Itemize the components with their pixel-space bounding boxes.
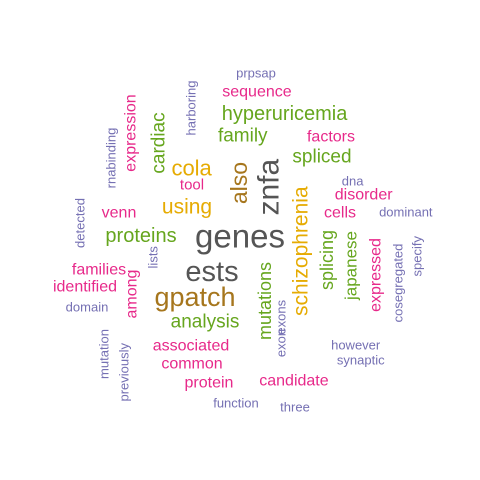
- word-znfa: znfa: [253, 158, 286, 215]
- word-exon: exon: [274, 329, 289, 357]
- word-previously: previously: [117, 342, 132, 401]
- word-families: families: [72, 262, 126, 279]
- word-associated: associated: [153, 338, 230, 355]
- word-tool: tool: [180, 177, 204, 194]
- word-using: using: [162, 196, 212, 219]
- word-family: family: [218, 126, 268, 147]
- word-cola: cola: [171, 156, 212, 181]
- word-identified: identified: [53, 279, 117, 296]
- word-harboring: harboring: [184, 81, 199, 136]
- word-expressed: expressed: [368, 238, 385, 312]
- word-proteins: proteins: [105, 225, 176, 247]
- word-also: also: [226, 162, 252, 204]
- word-protein: protein: [185, 375, 234, 392]
- word-cardiac: cardiac: [149, 112, 170, 173]
- word-gpatch: gpatch: [154, 282, 235, 312]
- word-ests: ests: [185, 256, 238, 288]
- word-exons: exons: [274, 299, 289, 334]
- word-rnabinding: rnabinding: [104, 128, 119, 189]
- word-however: however: [331, 338, 381, 353]
- word-japanese: japanese: [342, 231, 361, 301]
- word-dominant: dominant: [379, 205, 433, 220]
- word-factors: factors: [307, 129, 355, 146]
- word-venn: venn: [102, 205, 137, 222]
- word-lists: lists: [146, 246, 161, 269]
- word-analysis: analysis: [171, 312, 240, 333]
- word-domain: domain: [66, 300, 109, 315]
- word-function: function: [213, 396, 259, 411]
- word-common: common: [161, 356, 222, 373]
- word-mutation: mutation: [97, 329, 112, 379]
- word-expression: expression: [123, 94, 140, 171]
- word-detected: detected: [73, 198, 88, 248]
- word-candidate: candidate: [259, 373, 328, 390]
- word-splicing: splicing: [317, 230, 337, 290]
- word-schizophrenia: schizophrenia: [290, 186, 313, 316]
- word-specify: specify: [410, 236, 425, 277]
- word-hyperuricemia: hyperuricemia: [222, 103, 348, 125]
- word-cosegregated: cosegregated: [391, 244, 406, 323]
- word-cells: cells: [324, 205, 356, 222]
- word-three: three: [280, 400, 310, 415]
- word-prpsap: prpsap: [236, 66, 276, 81]
- word-disorder: disorder: [335, 187, 393, 204]
- word-mutations: mutations: [255, 262, 275, 340]
- word-dna: dna: [342, 174, 364, 189]
- word-spliced: spliced: [292, 147, 351, 168]
- word-sequence: sequence: [222, 84, 291, 101]
- word-genes: genes: [195, 218, 285, 255]
- word-synaptic: synaptic: [337, 353, 385, 368]
- word-among: among: [124, 270, 141, 319]
